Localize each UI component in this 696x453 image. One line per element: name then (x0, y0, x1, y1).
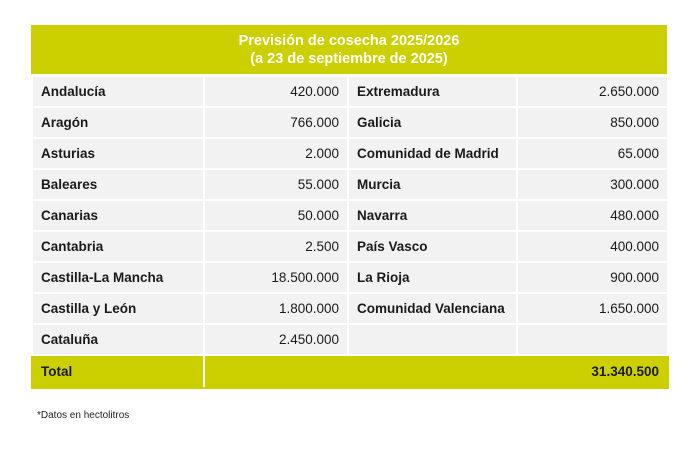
region-name-cell: Andalucía (31, 75, 205, 108)
harvest-forecast-table-container: Previsión de cosecha 2025/2026 (a 23 de … (31, 25, 669, 389)
region-name-cell: Murcia (347, 168, 518, 201)
region-value-cell: 65.000 (516, 137, 669, 170)
region-name-cell: La Rioja (347, 261, 518, 294)
region-value-cell: 400.000 (516, 230, 669, 263)
region-value-cell: 18.500.000 (203, 261, 349, 294)
region-value-cell: 420.000 (203, 75, 349, 108)
region-name-cell: Baleares (31, 168, 205, 201)
region-value-cell: 900.000 (516, 261, 669, 294)
region-value-cell: 2.000 (203, 137, 349, 170)
region-value-cell: 55.000 (203, 168, 349, 201)
table-row: Castilla y León 1.800.000 Comunidad Valenc… (31, 292, 669, 325)
region-value-cell: 2.650.000 (516, 75, 669, 108)
table-title: Previsión de cosecha 2025/2026 (238, 33, 460, 49)
table-row: Andalucía 420.000 Extremadura 2.650.000 (31, 75, 669, 108)
region-name-cell: Canarias (31, 199, 205, 232)
region-name-cell: Castilla y León (31, 292, 205, 325)
table-row: Canarias 50.000 Navarra 480.000 (31, 199, 669, 232)
table-row: Castilla-La Mancha 18.500.000 La Rioja 900.… (31, 261, 669, 294)
table-row: Asturias 2.000 Comunidad de Madrid 65.000 (31, 137, 669, 170)
region-name-cell: Galicia (347, 106, 518, 139)
region-value-cell: 480.000 (516, 199, 669, 232)
table-subtitle: (a 23 de septiembre de 2025) (250, 51, 448, 67)
region-value-cell: 850.000 (516, 106, 669, 139)
table-row: Cataluña 2.450.000 (31, 323, 669, 356)
region-value-cell: 766.000 (203, 106, 349, 139)
region-value-cell: 50.000 (203, 199, 349, 232)
total-label: Total (31, 354, 205, 389)
table-row: Baleares 55.000 Murcia 300.000 (31, 168, 669, 201)
region-name-cell: Cantabria (31, 230, 205, 263)
table-row: Cantabria 2.500 País Vasco 400.000 (31, 230, 669, 263)
region-value-cell: 2.450.000 (203, 323, 349, 356)
region-name-cell: Asturias (31, 137, 205, 170)
region-value-cell: 1.800.000 (203, 292, 349, 325)
harvest-forecast-table: Andalucía 420.000 Extremadura 2.650.000 Arag… (31, 75, 669, 389)
region-name-cell: Castilla-La Mancha (31, 261, 205, 294)
region-name-cell (347, 323, 518, 356)
region-name-cell: Cataluña (31, 323, 205, 356)
region-value-cell: 1.650.000 (516, 292, 669, 325)
region-name-cell: Comunidad de Madrid (347, 137, 518, 170)
table-row: Aragón 766.000 Galicia 850.000 (31, 106, 669, 139)
footnote: *Datos en hectolitros (37, 410, 130, 421)
region-name-cell: Extremadura (347, 75, 518, 108)
region-name-cell: Comunidad Valenciana (347, 292, 518, 325)
region-name-cell: Navarra (347, 199, 518, 232)
table-body: Andalucía 420.000 Extremadura 2.650.000 Arag… (31, 75, 669, 356)
region-value-cell: 2.500 (203, 230, 349, 263)
table-header: Previsión de cosecha 2025/2026 (a 23 de … (31, 25, 667, 74)
region-value-cell: 300.000 (516, 168, 669, 201)
total-row: Total 31.340.500 (31, 354, 669, 389)
region-name-cell: País Vasco (347, 230, 518, 263)
region-value-cell (516, 323, 669, 356)
region-name-cell: Aragón (31, 106, 205, 139)
total-value: 31.340.500 (203, 354, 669, 389)
